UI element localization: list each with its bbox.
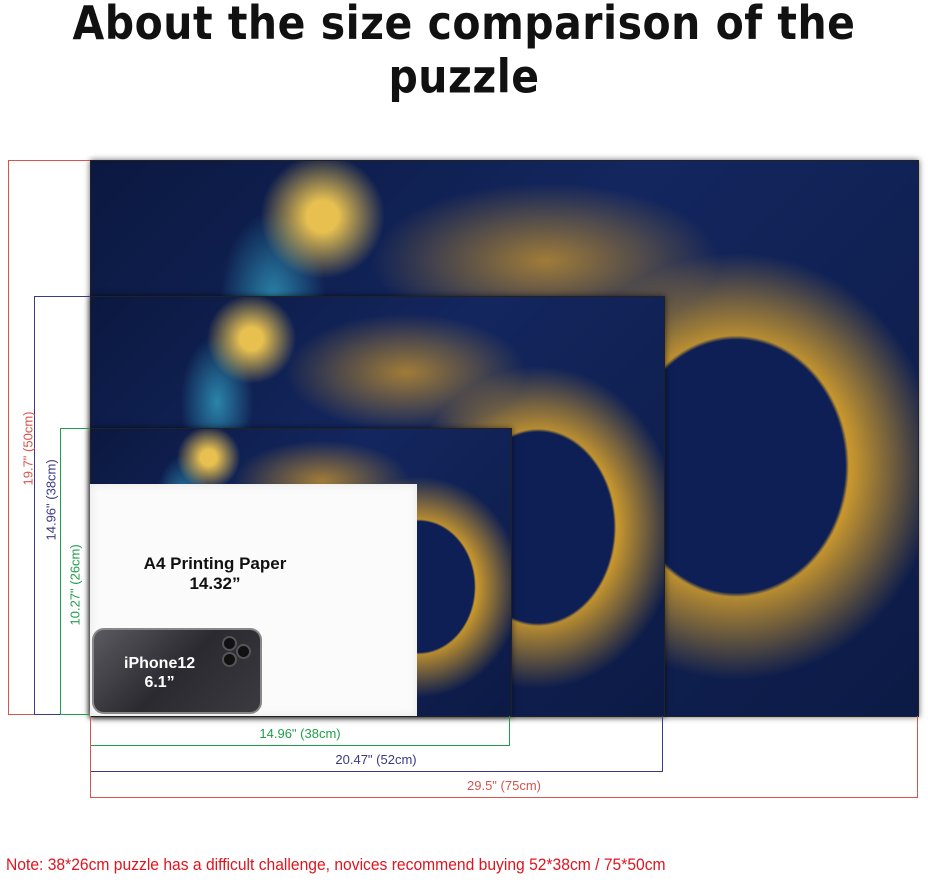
page-title: About the size comparison of the puzzle bbox=[72, 0, 856, 104]
width-label-small: 14.96" (38cm) bbox=[259, 726, 341, 741]
camera-icon bbox=[222, 636, 252, 667]
width-line-large bbox=[90, 716, 918, 798]
paper-name: A4 Printing Paper bbox=[143, 554, 287, 573]
note-text: Note: 38*26cm puzzle has a difficult cha… bbox=[6, 855, 666, 874]
phone-size: 6.1” bbox=[144, 674, 175, 691]
width-label-large: 29.5" (75cm) bbox=[467, 778, 541, 793]
height-label-large: 19.7" (50cm) bbox=[20, 411, 36, 486]
height-label-medium: 14.96" (38cm) bbox=[43, 459, 59, 541]
phone-name: iPhone12 bbox=[124, 655, 196, 672]
paper-size: 14.32” bbox=[189, 574, 241, 593]
width-label-medium: 20.47" (52cm) bbox=[335, 752, 417, 767]
iphone-image: iPhone12 6.1” bbox=[92, 628, 262, 714]
height-label-small: 10.27" (26cm) bbox=[67, 544, 83, 626]
height-line-small bbox=[60, 428, 90, 715]
